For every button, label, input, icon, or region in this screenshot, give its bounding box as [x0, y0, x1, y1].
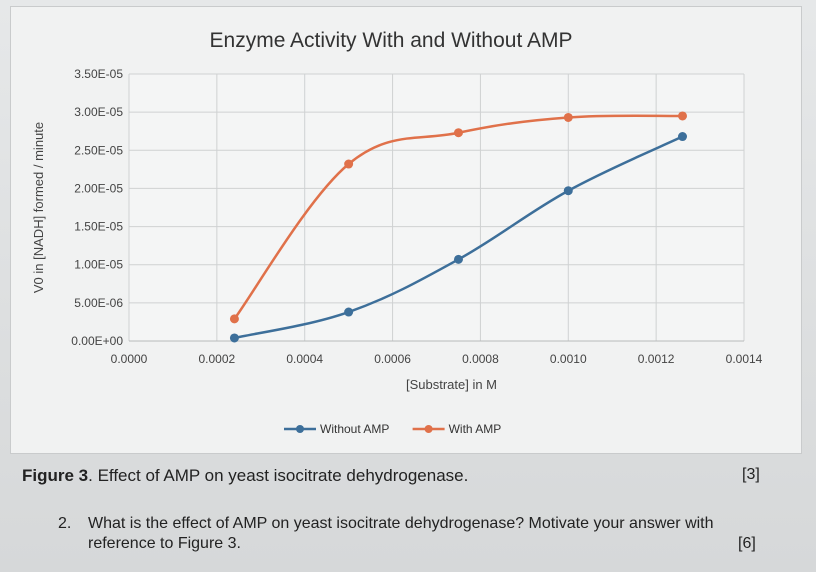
y-tick-label: 5.00E-06 [74, 296, 123, 310]
legend-label-with-amp: With AMP [449, 422, 502, 436]
data-point-with-amp [229, 314, 239, 324]
question-text: What is the effect of AMP on yeast isoci… [88, 515, 714, 552]
data-point-with-amp [453, 128, 463, 138]
y-tick-label: 2.00E-05 [74, 181, 123, 195]
data-point-without-amp [453, 254, 463, 264]
y-axis-label: V0 in [NADH] formed / minute [31, 122, 46, 293]
x-tick-label: 0.0010 [550, 352, 587, 366]
x-tick-label: 0.0012 [638, 352, 675, 366]
data-point-without-amp [344, 307, 354, 317]
x-tick-label: 0.0002 [199, 352, 236, 366]
x-tick-label: 0.0006 [374, 352, 411, 366]
x-tick-label: 0.0000 [111, 352, 148, 366]
data-point-with-amp [563, 112, 573, 122]
figure-caption-text: . Effect of AMP on yeast isocitrate dehy… [88, 466, 469, 485]
question-marks: [6] [738, 535, 756, 552]
y-tick-label: 2.50E-05 [74, 143, 123, 157]
figure-caption: Figure 3. Effect of AMP on yeast isocitr… [22, 466, 468, 486]
data-point-with-amp [344, 159, 354, 169]
plot-area [129, 74, 744, 341]
y-tick-label: 1.50E-05 [74, 220, 123, 234]
y-tick-label: 3.50E-05 [74, 67, 123, 81]
data-point-with-amp [678, 111, 687, 121]
data-point-without-amp [678, 132, 687, 142]
chart-area: 0.00E+00 5.00E-06 1.00E-05 1.50E-05 2.00E-05… [10, 6, 802, 454]
chart-title: Enzyme Activity With and Without AMP [210, 29, 573, 52]
legend-marker-without-amp [296, 425, 304, 433]
y-tick-label: 0.00E+00 [71, 334, 123, 348]
data-point-without-amp [229, 333, 239, 343]
legend-label-without-amp: Without AMP [320, 422, 389, 436]
series-line-with-amp [233, 114, 683, 320]
data-point-without-amp [563, 186, 573, 196]
x-tick-label: 0.0004 [286, 352, 323, 366]
x-tick-label: 0.0008 [462, 352, 499, 366]
question-number: 2. [58, 515, 72, 532]
y-tick-label: 3.00E-05 [74, 105, 123, 119]
legend-marker-with-amp [424, 425, 433, 433]
caption-marks: [3] [742, 466, 760, 483]
line-chart: 0.00E+00 5.00E-06 1.00E-05 1.50E-05 2.00E-05… [31, 29, 763, 436]
figure-label: Figure 3 [22, 466, 89, 485]
x-axis-label: [Substrate] in M [406, 377, 497, 392]
y-tick-label: 1.00E-05 [74, 258, 123, 272]
x-tick-label: 0.0014 [726, 352, 763, 366]
